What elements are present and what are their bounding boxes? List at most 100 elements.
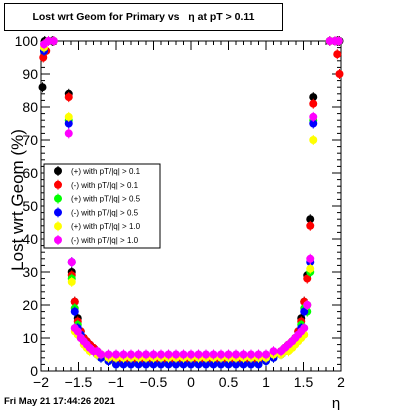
data-point [239, 360, 248, 369]
data-point [127, 360, 135, 369]
data-point [64, 129, 73, 138]
y-tick-label: 30 [22, 264, 38, 280]
data-point [306, 264, 315, 273]
x-tick-label: 0.5 [219, 374, 239, 390]
data-point [112, 360, 120, 369]
chart-title-box: Lost wrt Geom for Primary vs η at pT > 0… [4, 3, 283, 31]
data-point [217, 360, 225, 369]
data-point [179, 360, 188, 369]
data-point [104, 350, 113, 359]
data-point [187, 360, 195, 369]
x-tick-label: −1.5 [65, 374, 93, 390]
data-point [119, 350, 128, 359]
x-tick-label: 0 [187, 374, 195, 390]
y-tick-label: 60 [22, 165, 38, 181]
data-point [217, 350, 225, 359]
data-point [202, 350, 210, 359]
data-point [269, 347, 278, 356]
x-tick-label: 1.5 [294, 374, 314, 390]
chart-title: Lost wrt Geom for Primary vs η at pT > 0… [32, 11, 255, 23]
data-point [97, 350, 105, 359]
data-point [224, 350, 233, 359]
data-point [38, 83, 47, 92]
legend-marker [54, 208, 62, 217]
data-point [306, 221, 315, 230]
legend-box [43, 163, 161, 249]
legend-entry-label: (-) with pT/|q| > 0.5 [71, 208, 139, 217]
legend-entry-label: (-) with pT/|q| > 1.0 [71, 236, 139, 245]
data-point [306, 254, 315, 263]
data-point [334, 37, 343, 45]
data-point [64, 93, 73, 102]
y-tick-label: 0 [30, 363, 38, 379]
legend-entry-label: (+) with pT/|q| > 0.1 [71, 167, 141, 176]
data-point [254, 360, 263, 369]
data-point [187, 350, 195, 359]
x-axis-label: η [332, 395, 340, 410]
data-point [300, 307, 309, 316]
legend-marker [54, 222, 62, 231]
x-tick-label: −1 [108, 374, 124, 390]
legend: (+) with pT/|q| > 0.1 (-) with pT/|q| > 0… [43, 163, 161, 249]
data-point [209, 360, 218, 369]
data-point [157, 350, 165, 359]
data-point [239, 350, 248, 359]
series-6 [40, 36, 343, 360]
data-point [202, 360, 210, 369]
data-point [309, 136, 318, 144]
data-point [164, 360, 173, 369]
data-point [142, 350, 150, 359]
y-tick-label: 80 [22, 99, 38, 115]
data-point [303, 274, 312, 283]
data-point [164, 350, 173, 359]
data-point [119, 360, 128, 369]
legend-marker [54, 194, 62, 203]
data-point [333, 50, 342, 59]
data-point [64, 119, 73, 128]
data-point [303, 301, 312, 309]
y-axis-label: Lost wrt Geom (%) [8, 129, 27, 271]
y-tick-label: 50 [22, 198, 38, 214]
x-tick-label: −2 [33, 374, 49, 390]
data-point [179, 350, 188, 359]
legend-entry-label: (-) with pT/|q| > 0.1 [71, 181, 139, 190]
y-tick-label: 70 [22, 132, 38, 148]
legend-entry-label: (+) with pT/|q| > 0.5 [71, 195, 141, 204]
y-tick-label: 20 [22, 297, 38, 313]
x-tick-label: 1 [262, 374, 270, 390]
data-point [39, 53, 48, 62]
data-point [127, 350, 135, 359]
data-points [38, 36, 344, 370]
data-point [112, 350, 120, 359]
legend-marker [54, 180, 62, 189]
data-point [232, 350, 240, 359]
data-point [309, 119, 318, 128]
data-point [172, 350, 180, 359]
legend-marker [54, 236, 62, 244]
data-point [209, 350, 218, 359]
data-point [172, 360, 180, 369]
data-point [224, 360, 233, 369]
data-point [64, 112, 73, 121]
data-point [262, 350, 270, 359]
date-stamp: Fri May 21 17:44:26 2021 [4, 396, 115, 407]
data-point [232, 360, 240, 369]
data-point [70, 297, 79, 306]
legend-marker [54, 167, 62, 175]
data-point [306, 215, 315, 224]
data-point [300, 324, 309, 333]
data-point [247, 360, 255, 369]
data-point [309, 112, 318, 121]
data-point [194, 350, 203, 359]
y-tick-label: 90 [22, 66, 38, 82]
data-point [157, 360, 165, 369]
data-point [134, 360, 143, 369]
data-point [149, 360, 158, 369]
x-tick-label: −0.5 [140, 374, 168, 390]
data-point [194, 360, 203, 369]
data-point [335, 70, 344, 78]
data-point [309, 93, 318, 102]
y-tick-label: 40 [22, 231, 38, 247]
data-point [149, 350, 158, 359]
